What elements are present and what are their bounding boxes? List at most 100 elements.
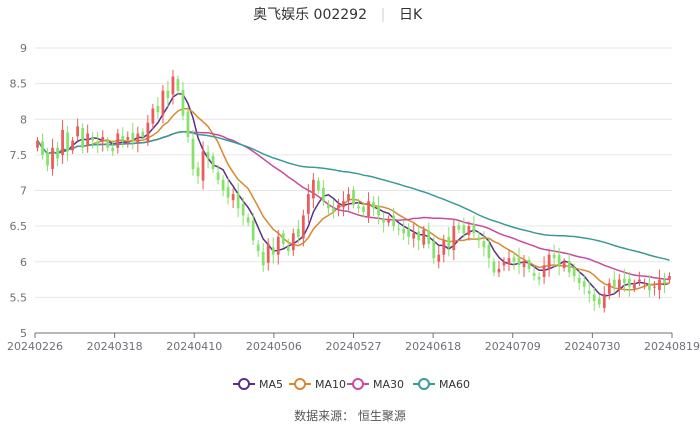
candle (377, 195, 380, 225)
y-tick-label: 8.5 (10, 78, 28, 91)
candle (191, 129, 195, 176)
candle (51, 138, 54, 176)
x-tick-label: 20240410 (166, 340, 222, 353)
candle (186, 106, 190, 143)
legend[interactable]: MA5 MA10 MA30 MA60 (233, 378, 470, 391)
legend-label: MA10 (315, 378, 346, 391)
candle (627, 272, 631, 297)
candle (622, 268, 626, 293)
legend-item-ma5[interactable]: MA5 (233, 378, 283, 391)
candle (66, 125, 69, 162)
candle (482, 231, 486, 257)
candle (221, 175, 225, 197)
candle (552, 244, 556, 268)
candle (467, 221, 471, 241)
candle (276, 230, 280, 265)
candle (607, 278, 611, 300)
candle (437, 245, 441, 269)
x-tick-label: 20240506 (246, 340, 302, 353)
candle (447, 226, 451, 257)
x-tick-label: 20240819 (644, 340, 700, 353)
candle (512, 251, 516, 270)
candle (547, 248, 551, 277)
candle (296, 220, 300, 244)
candle (357, 198, 360, 213)
candle (41, 133, 44, 160)
x-tick-label: 20240527 (326, 340, 382, 353)
candle (211, 152, 215, 173)
candle (226, 178, 230, 205)
candle (121, 127, 125, 148)
x-tick-label: 20240618 (405, 340, 461, 353)
candle (382, 212, 385, 233)
candle (231, 188, 235, 209)
candle (617, 273, 621, 298)
candle (71, 137, 74, 155)
candle (387, 215, 390, 227)
candle (241, 197, 245, 226)
candle (457, 221, 461, 234)
candle (291, 228, 295, 256)
candle (537, 272, 541, 286)
legend-marker (294, 378, 306, 390)
candle (151, 103, 155, 130)
y-tick-label: 6.5 (10, 220, 28, 233)
candle (407, 223, 411, 245)
candle (251, 213, 255, 246)
x-tick-label: 20240709 (485, 340, 541, 353)
candle (131, 122, 135, 150)
candle (171, 69, 175, 105)
candle (668, 272, 671, 284)
candle (36, 137, 39, 152)
legend-item-ma10[interactable]: MA10 (289, 378, 346, 391)
candle (327, 199, 330, 215)
candle (432, 236, 436, 264)
candle (422, 226, 426, 249)
candle (397, 224, 401, 236)
candle (271, 237, 275, 264)
candle (91, 132, 95, 149)
candle (111, 139, 115, 156)
candle (517, 247, 521, 275)
candle (557, 247, 561, 276)
candle (181, 82, 185, 121)
candle (472, 215, 476, 241)
candle (301, 209, 305, 247)
candle (126, 131, 130, 148)
candle (322, 180, 325, 206)
candle (311, 173, 315, 209)
legend-marker (238, 378, 250, 390)
legend-label: MA30 (373, 378, 404, 391)
y-tick-label: 7 (20, 185, 27, 198)
candle (602, 285, 606, 313)
candle (342, 191, 345, 217)
candle (81, 123, 85, 154)
candle (166, 80, 170, 107)
candle (146, 114, 150, 146)
y-tick-label: 5 (20, 327, 27, 340)
candle (246, 213, 250, 227)
y-tick-label: 8 (20, 113, 27, 126)
candle (502, 257, 506, 272)
candle (572, 263, 576, 282)
candle (261, 243, 265, 273)
candle (176, 75, 180, 95)
candle (156, 97, 160, 119)
candle (638, 271, 641, 287)
candle (367, 192, 370, 223)
x-tick-label: 20240730 (564, 340, 620, 353)
candle (532, 265, 536, 281)
ma-line-ma60 (36, 131, 670, 261)
grid-layer (35, 47, 672, 298)
candle (462, 217, 466, 238)
candle (332, 199, 335, 219)
candle (96, 131, 100, 154)
candle (648, 275, 651, 298)
legend-item-ma30[interactable]: MA30 (347, 378, 404, 391)
candle (643, 278, 646, 290)
legend-item-ma60[interactable]: MA60 (413, 378, 470, 391)
candle (352, 186, 355, 209)
legend-label: MA5 (259, 378, 283, 391)
candle (201, 141, 205, 190)
candle (61, 119, 64, 164)
